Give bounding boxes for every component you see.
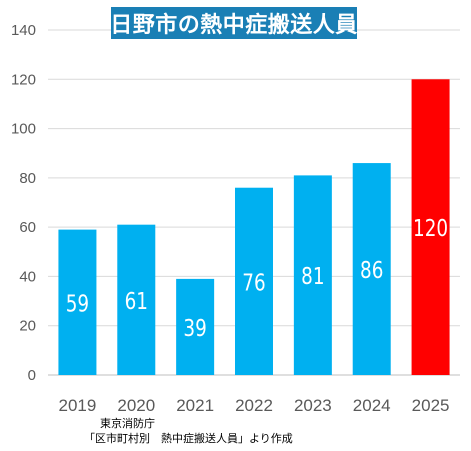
data-label-2025: 120 [413, 215, 448, 242]
y-tick-label: 140 [11, 22, 36, 39]
y-tick-label: 120 [11, 71, 36, 88]
y-tick-label: 80 [19, 170, 36, 187]
data-label-2023: 81 [301, 263, 324, 290]
source-note: 東京消防庁 「区市町村別 熱中症搬送人員」より作成 [84, 416, 293, 446]
chart-title-box: 日野市の熱中症搬送人員 [110, 7, 358, 39]
bar-2021 [176, 278, 215, 375]
x-tick-label-2022: 2022 [235, 396, 273, 415]
source-line-2: 「区市町村別 熱中症搬送人員」より作成 [84, 432, 293, 445]
x-axis-ticks: 2019 2020 2021 2022 2023 2024 2025 [59, 396, 450, 415]
bar-2019 [58, 229, 97, 375]
y-tick-label: 20 [19, 318, 36, 335]
bar-2020 [117, 224, 156, 375]
x-tick-label-2025: 2025 [412, 396, 450, 415]
data-label-2022: 76 [242, 269, 265, 296]
data-label-2019: 59 [66, 290, 89, 317]
bar-2024 [352, 163, 391, 375]
y-tick-label: 60 [19, 219, 36, 236]
data-label-2024: 86 [360, 257, 383, 284]
x-tick-label-2021: 2021 [176, 396, 214, 415]
bar-2022 [235, 187, 273, 375]
x-tick-label-2023: 2023 [294, 396, 332, 415]
source-line-1: 東京消防庁 [100, 417, 155, 430]
data-label-2021: 39 [183, 315, 206, 342]
bars [58, 79, 450, 376]
x-tick-label-2024: 2024 [353, 396, 391, 415]
bar-2025 [411, 79, 450, 376]
bar-2023 [293, 175, 332, 375]
data-labels: 59 61 39 76 81 86 120 [66, 215, 448, 341]
chart-title: 日野市の熱中症搬送人員 [110, 13, 358, 38]
y-tick-label: 0 [28, 367, 36, 384]
x-tick-label-2019: 2019 [59, 396, 97, 415]
y-tick-label: 40 [19, 268, 36, 285]
x-tick-label-2020: 2020 [117, 396, 155, 415]
y-tick-label: 100 [11, 121, 36, 138]
data-label-2020: 61 [125, 288, 148, 315]
y-axis-ticks: 0 20 40 60 80 100 120 140 [11, 22, 36, 384]
